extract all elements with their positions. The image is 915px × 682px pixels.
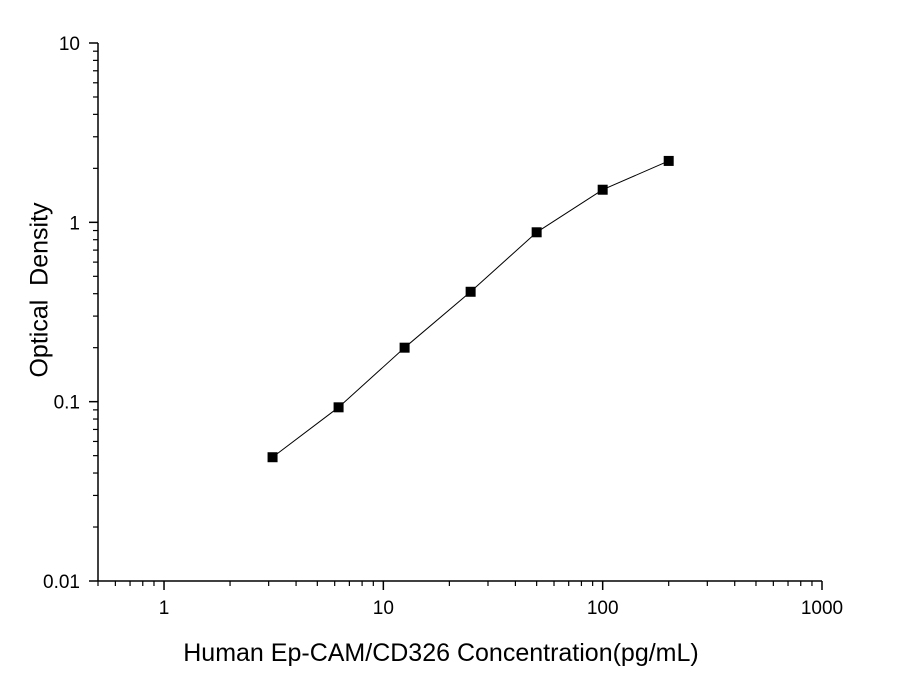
y-tick-label: 0.1 (54, 393, 80, 414)
x-tick-label: 100 (587, 598, 619, 619)
y-tick-label: 1 (69, 213, 80, 234)
data-point-marker (333, 402, 344, 413)
data-point-marker (465, 286, 476, 297)
data-point-marker (597, 184, 608, 195)
data-series (267, 155, 674, 463)
data-point-marker (663, 155, 674, 166)
y-tick-label: 0.01 (43, 572, 80, 593)
major-ticks (89, 42, 823, 590)
x-tick-labels: 1 10 100 1000 (159, 598, 843, 619)
data-point-marker (399, 342, 410, 353)
y-tick-label: 10 (59, 34, 80, 55)
x-axis-title: Human Ep-CAM/CD326 Concentration(pg/mL) (183, 639, 699, 667)
x-tick-label: 1000 (801, 598, 843, 619)
x-tick-label: 10 (373, 598, 394, 619)
y-tick-labels: 0.01 0.1 1 10 (43, 34, 80, 593)
minor-ticks (93, 50, 813, 586)
data-point-marker (267, 452, 278, 463)
y-axis-title: Optical Density (26, 202, 54, 378)
data-point-marker (531, 227, 542, 238)
series-line (272, 160, 669, 458)
x-tick-label: 1 (159, 598, 170, 619)
